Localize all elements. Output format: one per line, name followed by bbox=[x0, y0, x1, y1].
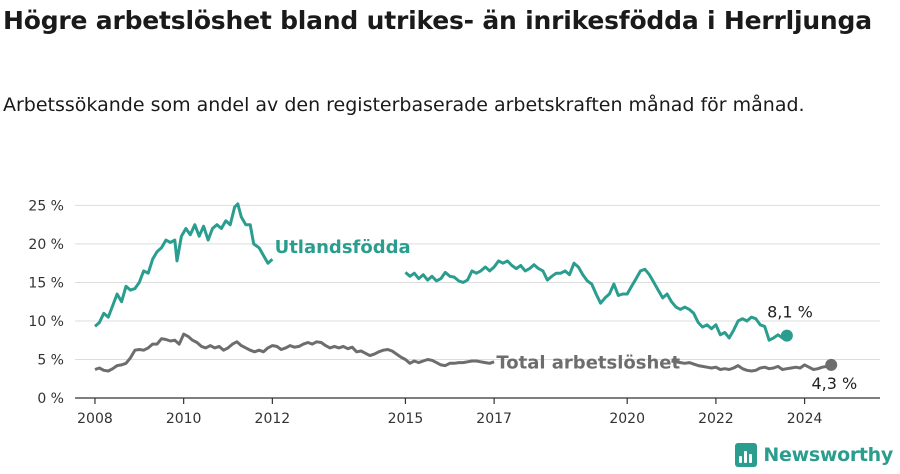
x-tick-label: 2010 bbox=[166, 411, 202, 427]
chart-title: Högre arbetslöshet bland utrikes- än inr… bbox=[3, 6, 872, 35]
series-line-foreign-born bbox=[404, 259, 788, 342]
x-tick-label: 2008 bbox=[77, 411, 113, 427]
y-tick-label: 20 % bbox=[28, 237, 64, 253]
end-value-label-foreign-born: 8,1 % bbox=[767, 303, 813, 322]
series-line-foreign-born bbox=[94, 202, 274, 328]
x-tick-label: 2012 bbox=[255, 411, 291, 427]
axis-layer: 0 % 5 % 10 % 15 % 20 % 25 % 2008 2010 2012 2015 20… bbox=[28, 198, 880, 427]
y-tick-label: 15 % bbox=[28, 275, 64, 291]
series-line-total bbox=[671, 359, 832, 373]
series-label-total: Total arbetslöshet bbox=[496, 353, 680, 374]
y-tick-label: 10 % bbox=[28, 314, 64, 330]
y-tick-label: 0 % bbox=[37, 391, 64, 407]
end-point-total bbox=[825, 358, 838, 371]
logo-text: Newsworthy bbox=[763, 444, 893, 466]
bar-chart-icon bbox=[735, 443, 758, 467]
y-tick-label: 25 % bbox=[28, 198, 64, 214]
end-point-foreign-born bbox=[780, 329, 793, 342]
end-value-label-total: 4,3 % bbox=[811, 374, 857, 393]
x-tick-label: 2020 bbox=[609, 411, 645, 427]
series-layer bbox=[94, 202, 838, 373]
chart-subtitle: Arbetssökande som andel av den registerb… bbox=[3, 94, 805, 116]
x-tick-label: 2017 bbox=[476, 411, 512, 427]
series-label-foreign-born: Utlandsfödda bbox=[275, 237, 411, 258]
x-tick-label: 2022 bbox=[698, 411, 734, 427]
y-tick-label: 5 % bbox=[37, 352, 64, 368]
label-layer: Utlandsfödda Total arbetslöshet 8,1 % 4,3 % bbox=[275, 237, 858, 393]
x-tick-label: 2024 bbox=[787, 411, 823, 427]
series-line-total bbox=[94, 332, 495, 373]
newsworthy-logo: Newsworthy bbox=[735, 441, 893, 469]
x-tick-label: 2015 bbox=[388, 411, 424, 427]
